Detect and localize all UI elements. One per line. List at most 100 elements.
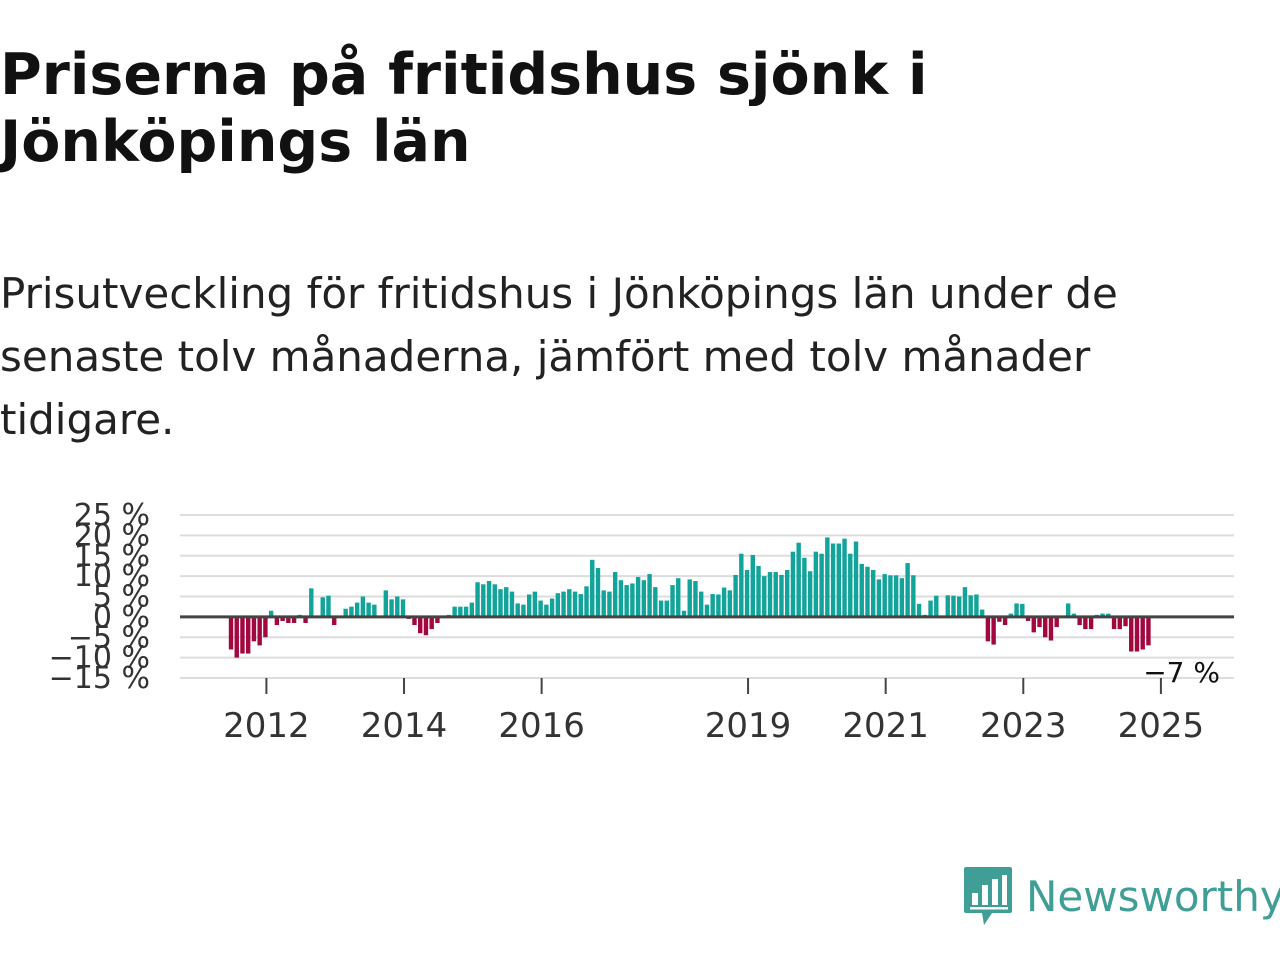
bar: [676, 578, 681, 617]
last-value-label: −7 %: [1143, 656, 1220, 689]
bar: [716, 594, 721, 617]
y-tick-label: −5 %: [68, 620, 150, 655]
bar: [383, 590, 389, 617]
bar: [612, 572, 618, 617]
bar: [928, 600, 933, 617]
bar: [962, 587, 968, 617]
bar-chart-speech-bubble-icon: [964, 867, 1012, 925]
bar: [1140, 616, 1145, 650]
bar: [584, 586, 589, 617]
x-axis-ticks: 2012 2014 2016 2019 2021 2023 2025: [223, 678, 1204, 746]
bar: [957, 596, 962, 617]
bar: [991, 616, 996, 645]
bar: [1100, 613, 1105, 617]
y-tick-label: 10 %: [74, 559, 150, 594]
bar: [515, 603, 520, 617]
bar: [911, 575, 916, 617]
bar: [727, 590, 733, 617]
bar: [360, 596, 366, 617]
bar: [423, 616, 429, 636]
bar: [871, 570, 876, 617]
bar: [670, 585, 675, 617]
bar: [389, 599, 394, 617]
y-tick-label: 25 %: [74, 498, 150, 533]
bar: [658, 600, 664, 617]
bar: [848, 553, 853, 617]
bar: [979, 609, 985, 617]
bar: [532, 591, 538, 617]
bar: [263, 616, 268, 638]
bar: [544, 604, 549, 617]
brand-name: Newsworthy: [1026, 871, 1280, 921]
bar: [790, 551, 796, 617]
bar: [458, 606, 463, 617]
bar: [693, 581, 698, 617]
bar: [561, 591, 566, 617]
chart-subtitle: Prisutveckling för fritidshus i Jönköpin…: [0, 269, 1118, 444]
x-tick-label: 2025: [1118, 706, 1205, 746]
bar: [578, 594, 583, 617]
bar: [274, 616, 280, 626]
bar: [882, 574, 887, 617]
bar: [807, 571, 813, 617]
bar: [240, 616, 245, 654]
chart-title: Priserna på fritidshus sjönk i Jönköping…: [0, 42, 928, 175]
bar: [492, 584, 497, 617]
bar: [349, 606, 354, 617]
bar: [590, 559, 595, 617]
y-tick-label: 20 %: [74, 518, 150, 553]
bar: [819, 553, 824, 617]
bar: [481, 584, 486, 617]
bar: [509, 591, 515, 617]
bar: [756, 565, 761, 617]
bar: [320, 597, 325, 617]
bar: [1077, 616, 1082, 626]
bar: [721, 587, 727, 617]
bar: [813, 551, 819, 617]
gridlines: [180, 514, 1234, 679]
bar: [802, 557, 807, 617]
bar: [1054, 616, 1059, 628]
bar: [354, 602, 360, 617]
bar: [400, 599, 406, 617]
bar: [372, 604, 377, 617]
bar: [1117, 616, 1122, 630]
bar: [825, 537, 830, 617]
bar: [469, 602, 475, 617]
bar: [762, 576, 767, 617]
bar: [343, 608, 348, 617]
x-tick-label: 2021: [842, 706, 929, 746]
bars: [228, 537, 1151, 658]
bar: [1083, 616, 1088, 630]
bar: [859, 563, 864, 617]
bar: [429, 616, 434, 630]
bar: [246, 616, 251, 654]
bar: [234, 616, 239, 658]
bar: [280, 616, 285, 621]
bar: [257, 616, 262, 646]
bar: [618, 580, 624, 617]
bar: [526, 594, 532, 617]
bar: [251, 616, 257, 642]
y-tick-label: 5 %: [93, 580, 150, 615]
bar: [630, 583, 635, 617]
bar: [767, 572, 773, 617]
bar: [1088, 616, 1094, 630]
bar: [268, 610, 274, 617]
bar: [1031, 616, 1036, 633]
bar: [286, 616, 291, 623]
bar: [452, 606, 457, 617]
x-tick-label: 2023: [980, 706, 1067, 746]
bar: [1020, 603, 1025, 617]
bar: [750, 554, 755, 617]
bar: [1146, 616, 1151, 646]
bar: [641, 580, 647, 617]
bar: [1071, 613, 1077, 617]
bar: [974, 594, 979, 617]
bar: [475, 582, 480, 617]
bar: [888, 575, 893, 617]
bar: [704, 604, 710, 617]
bar: [1014, 603, 1019, 617]
y-tick-label: −10 %: [49, 641, 150, 676]
bar: [784, 570, 790, 617]
